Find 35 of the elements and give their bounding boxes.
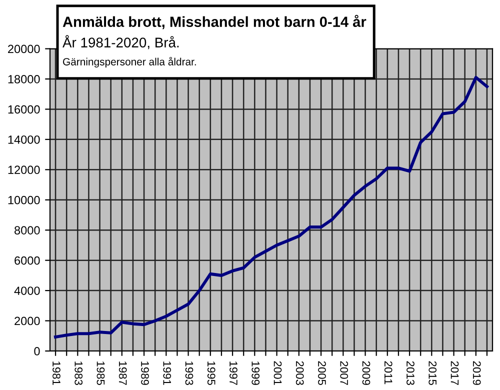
x-tick-label: 2019: [472, 361, 481, 385]
y-tick-label: 16000: [8, 105, 40, 114]
annotation: Gärningspersoner alla åldrar.: [63, 56, 196, 68]
x-tick-label: 2017: [450, 361, 459, 385]
y-tick-label: 12000: [8, 166, 40, 174]
chart-subtitle: År 1981-2020, Brå.: [62, 35, 179, 50]
y-tick-label: 4000: [14, 286, 40, 295]
y-tick-label: 14000: [8, 135, 40, 144]
x-tick-label: 1989: [141, 362, 149, 385]
x-tick-label: 2001: [274, 361, 282, 385]
x-tick-label: 1983: [74, 362, 83, 385]
x-tick-label: 2011: [384, 361, 392, 384]
x-tick-label: 1997: [230, 362, 238, 385]
y-tick-label: 20000: [8, 44, 40, 54]
x-tick-label: 1993: [185, 362, 194, 385]
chart-title: Anmälda brott, Misshandel mot barn 0-14 år: [62, 14, 366, 30]
x-tick-label: 2007: [340, 361, 348, 385]
line-series: [54, 76, 488, 338]
x-tick-label: 2005: [318, 361, 326, 385]
y-tick-label: 6000: [14, 256, 40, 265]
y-tick-label: 8000: [14, 226, 40, 234]
x-tick-label: 1999: [252, 362, 260, 385]
x-tick-label: 1981: [52, 362, 60, 385]
y-tick-label: 18000: [8, 75, 40, 84]
y-tick-label: 0: [34, 347, 40, 356]
x-tick-label: 1987: [118, 362, 127, 385]
x-tick-label: 2015: [428, 361, 437, 385]
x-tick-label: 1985: [96, 362, 105, 385]
x-tick-label: 2003: [296, 361, 304, 385]
x-tick-label: 2009: [362, 361, 370, 385]
x-tick-label: 1995: [207, 362, 216, 385]
y-tick-label: 2000: [14, 316, 40, 326]
y-tick-label: 10000: [8, 196, 40, 204]
x-tick-label: 1991: [163, 362, 172, 385]
x-tick-label: 2013: [406, 361, 414, 385]
